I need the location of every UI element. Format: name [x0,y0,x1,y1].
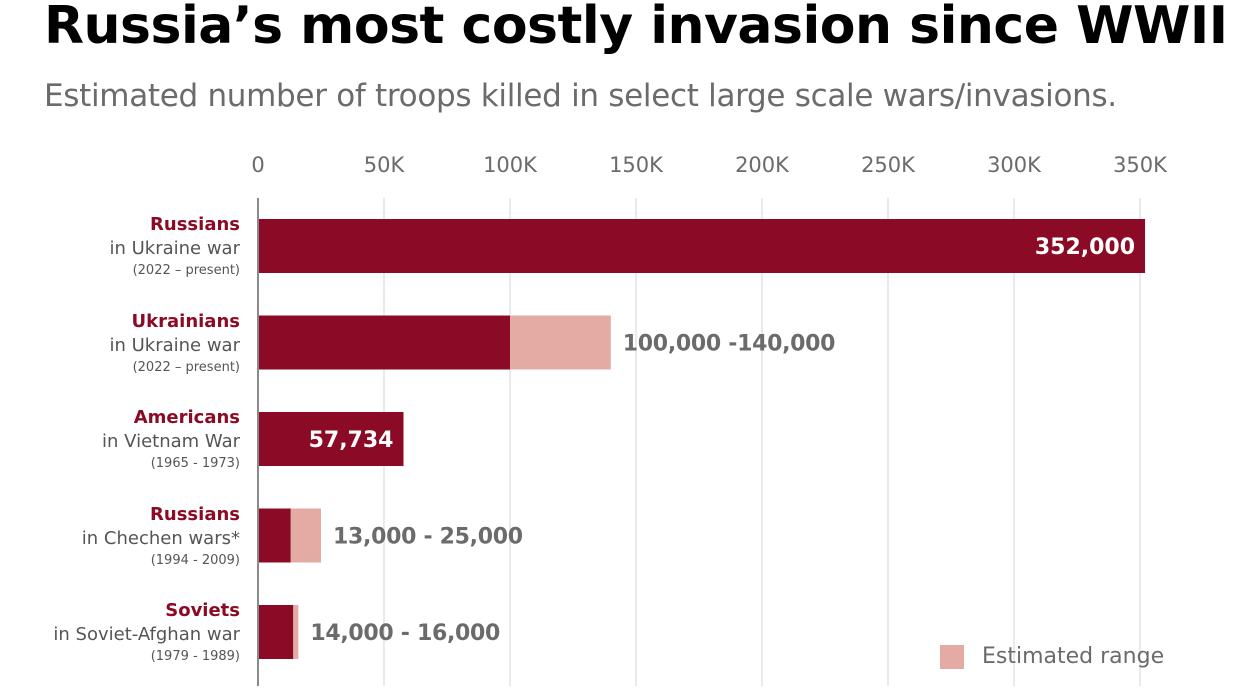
category-group: Russians [150,503,240,525]
x-tick-label: 300K [987,153,1042,177]
bar [258,315,510,370]
x-tick-label: 0 [251,153,264,177]
category-label: Russians in Chechen wars* (1994 - 2009) [82,503,240,571]
category-conflict: in Vietnam War [102,431,240,452]
bar [258,508,291,563]
bar [258,605,294,659]
x-tick-label: 350K [1113,153,1168,177]
bar-range [510,315,611,370]
data-label: 352,000 [1035,235,1135,260]
category-label: Ukrainians in Ukraine war (2022 – present) [109,310,240,378]
x-tick-label: 50K [364,153,406,177]
data-label: 13,000 - 25,000 [333,525,523,550]
category-conflict: in Soviet-Afghan war [53,624,240,645]
chart-title: Russia’s most costly invasion since WWII [44,0,1228,56]
x-tick-label: 150K [609,153,664,177]
legend: Estimated range [940,644,1164,669]
category-years: (1979 - 1989) [150,649,240,664]
data-label: 57,734 [309,428,394,453]
category-years: (2022 – present) [132,263,240,278]
category-group: Soviets [165,600,240,621]
category-group: Americans [133,407,240,428]
x-tick-label: 100K [483,153,538,177]
bar [258,412,404,466]
chart-subtitle: Estimated number of troops killed in sel… [44,78,1117,114]
bar-range [290,508,321,563]
x-tick-label: 200K [735,153,790,177]
category-label: Russians in Ukraine war (2022 – present) [109,213,240,281]
category-years: (1965 - 1973) [150,456,240,471]
category-label: Soviets in Soviet-Afghan war (1979 - 1989) [53,599,240,667]
category-group: Russians [150,214,240,235]
x-tick-label: 250K [861,153,916,177]
legend-label: Estimated range [982,644,1165,669]
category-years: (1994 - 2009) [150,552,240,568]
category-label: Americans in Vietnam War (1965 - 1973) [102,406,240,474]
category-conflict: in Chechen wars* [81,527,240,549]
bar-range [293,605,299,659]
category-conflict: in Ukraine war [109,238,240,259]
category-conflict: in Ukraine war [109,334,240,356]
bar [258,219,1146,273]
legend-swatch-estimated-range [940,644,964,669]
data-label: 14,000 - 16,000 [310,621,500,646]
data-label: 100,000 -140,000 [623,332,835,357]
category-years: (2022 – present) [132,359,240,375]
category-group: Ukrainians [131,310,240,332]
